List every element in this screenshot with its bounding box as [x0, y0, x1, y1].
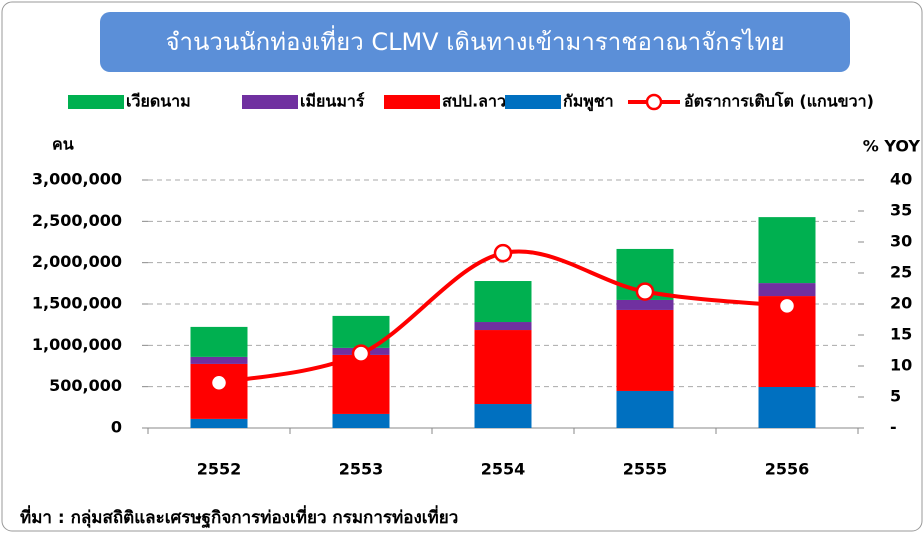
legend-label: กัมพูชา [563, 92, 614, 113]
legend-label: สปป.ลาว [442, 92, 506, 111]
y-tick-label: 3,000,000 [32, 170, 122, 189]
bar-segment [758, 217, 816, 284]
bar-segment [332, 413, 390, 428]
bar-segment [758, 283, 816, 297]
legend-label: เมียนมาร์ [300, 92, 365, 111]
y-tick-label: 1,000,000 [32, 335, 122, 354]
x-tick-label: 2555 [623, 460, 668, 479]
y-axis-label: คน [52, 135, 74, 154]
legend-swatch [384, 95, 440, 109]
legend-marker [645, 93, 663, 111]
bar-segment [190, 326, 248, 357]
y2-tick-label: - [890, 418, 897, 437]
y2-tick-label: 20 [890, 294, 912, 313]
y2-axis-label: % YOY [863, 137, 921, 156]
bar-segment [616, 309, 674, 391]
y-tick-label: 0 [111, 418, 122, 437]
bar-segment [474, 330, 532, 405]
bar-segment [474, 404, 532, 428]
source: ที่มา : กลุ่มสถิติและเศรษฐกิจการท่องเที่… [20, 505, 458, 529]
bar-segment [190, 356, 248, 364]
chart-title: จำนวนนักท่องเที่ยว CLMV เดินทางเข้ามาราช… [165, 25, 784, 56]
x-tick-label: 2552 [197, 460, 242, 479]
y-tick-label: 2,000,000 [32, 252, 122, 271]
bar-segment [190, 418, 248, 428]
x-tick-label: 2553 [339, 460, 384, 479]
y-tick-label: 1,500,000 [32, 294, 122, 313]
growth-marker [209, 373, 229, 392]
growth-marker [777, 296, 797, 316]
growth-marker [351, 344, 371, 363]
bar-segment [616, 299, 674, 310]
y-tick-label: 2,500,000 [32, 211, 122, 230]
growth-marker [635, 282, 655, 301]
y2-tick-label: 10 [890, 356, 912, 375]
legend-swatch [505, 95, 561, 109]
y2-tick-label: 40 [890, 170, 912, 189]
y2-tick-label: 15 [890, 325, 912, 344]
bar-segment [474, 322, 532, 331]
legend-swatch [68, 95, 124, 109]
x-tick-label: 2556 [765, 460, 810, 479]
x-tick-label: 2554 [481, 460, 526, 479]
bar-segment [332, 354, 390, 414]
bar-segment [758, 386, 816, 428]
y2-tick-label: 5 [890, 387, 901, 406]
legend-label: เวียดนาม [126, 92, 191, 111]
title-box [100, 12, 850, 72]
bar-segment [616, 390, 674, 428]
y2-tick-label: 25 [890, 263, 912, 282]
legend-swatch [242, 95, 298, 109]
growth-marker [493, 243, 513, 263]
y2-tick-label: 35 [890, 201, 912, 220]
legend-label: อัตราการเติบโต (แกนขวา) [684, 91, 874, 111]
bar-segment [474, 281, 532, 323]
y2-tick-label: 30 [890, 232, 912, 251]
y-tick-label: 500,000 [49, 376, 122, 395]
